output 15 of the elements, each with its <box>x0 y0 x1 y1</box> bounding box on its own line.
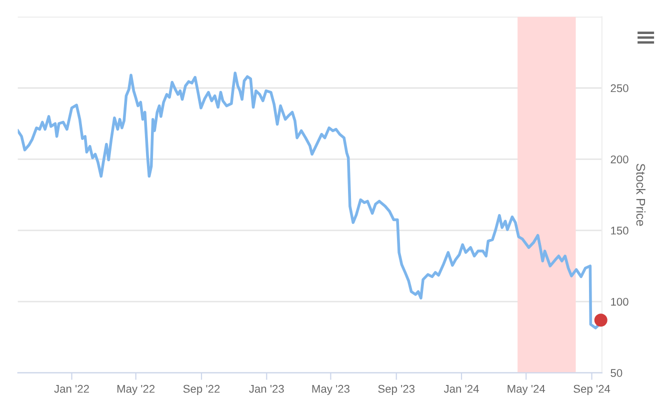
x-tick-label: Jan '24 <box>444 384 479 393</box>
x-tick-label: May '23 <box>312 384 350 395</box>
x-tick-label: May '24 <box>508 384 546 395</box>
x-tick-label: Sep '22 <box>183 384 220 395</box>
x-tick-label: May '22 <box>117 384 155 395</box>
y-tick-label: 250 <box>610 84 628 92</box>
y-tick-label: 150 <box>611 226 628 235</box>
y-tick-label: 100 <box>611 298 628 306</box>
x-tick-label: Jan '22 <box>54 384 89 393</box>
x-tick-label: Sep '24 <box>574 384 610 395</box>
y-tick-label: 200 <box>610 155 628 164</box>
x-tick-label: Jan '23 <box>249 384 284 393</box>
y-axis-title: Stock Price <box>636 164 646 226</box>
x-tick-label: Sep '23 <box>378 384 415 395</box>
y-tick-label: 50 <box>610 369 622 377</box>
